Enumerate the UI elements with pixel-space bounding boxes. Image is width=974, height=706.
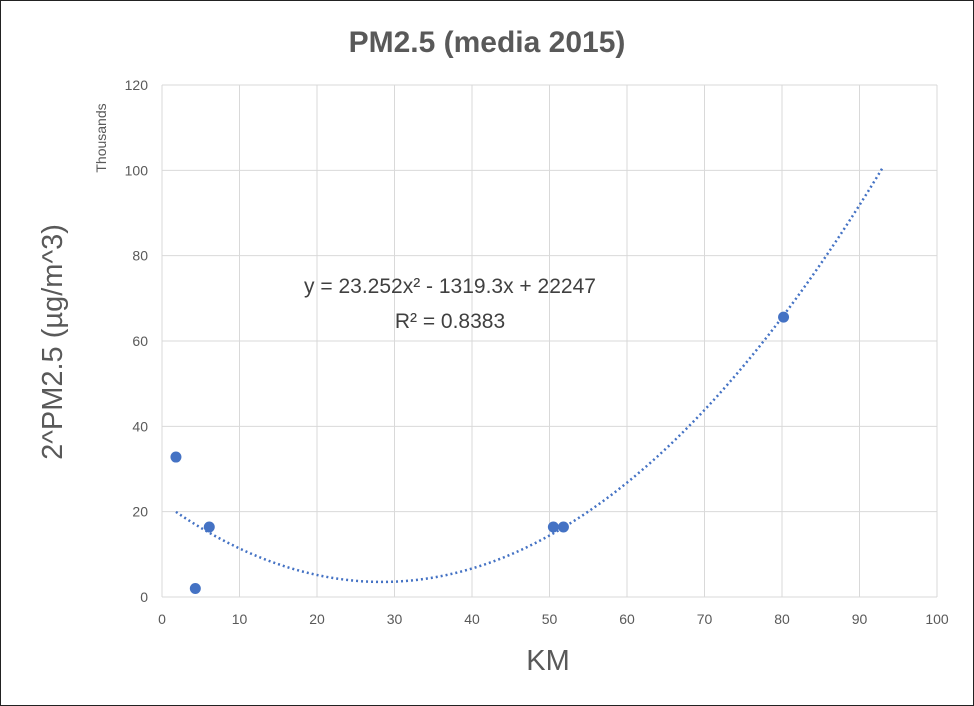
y-tick-label: 40: [132, 418, 148, 434]
y-axis-label: 2^PM2.5 (µg/m^3): [37, 224, 69, 460]
x-tick-label: 0: [158, 611, 166, 627]
x-tick-label: 10: [232, 611, 248, 627]
data-point: [189, 582, 201, 594]
trendline: [175, 166, 884, 584]
data-point: [547, 521, 559, 533]
x-tick-label: 40: [464, 611, 480, 627]
y-units-label: Thousands: [93, 103, 109, 172]
y-tick-label: 100: [125, 162, 149, 178]
data-point: [557, 521, 569, 533]
data-points: [170, 311, 790, 594]
x-tick-labels: 0 10 20 30 40 50 60 70 80 90 100: [158, 611, 949, 627]
x-tick-label: 50: [542, 611, 558, 627]
y-tick-label: 80: [132, 248, 148, 264]
y-tick-label: 20: [132, 504, 148, 520]
trendline-equation: y = 23.252x² - 1319.3x + 22247: [304, 275, 596, 298]
y-tick-label: 0: [140, 589, 148, 605]
x-tick-label: 60: [619, 611, 635, 627]
x-tick-label: 80: [774, 611, 790, 627]
y-tick-label: 60: [132, 333, 148, 349]
chart-title: PM2.5 (media 2015): [349, 26, 626, 59]
x-tick-label: 90: [852, 611, 868, 627]
data-point: [778, 311, 790, 323]
x-tick-label: 70: [697, 611, 713, 627]
x-tick-label: 30: [387, 611, 403, 627]
x-axis-label: KM: [526, 645, 570, 677]
data-point: [170, 451, 182, 463]
x-tick-label: 100: [925, 611, 949, 627]
y-tick-labels: 0 20 40 60 80 100 120: [125, 77, 149, 605]
gridlines: [161, 84, 938, 598]
x-tick-label: 20: [309, 611, 325, 627]
y-tick-label: 120: [125, 77, 149, 93]
trendline-r-squared: R² = 0.8383: [395, 310, 505, 333]
data-point: [203, 521, 215, 533]
